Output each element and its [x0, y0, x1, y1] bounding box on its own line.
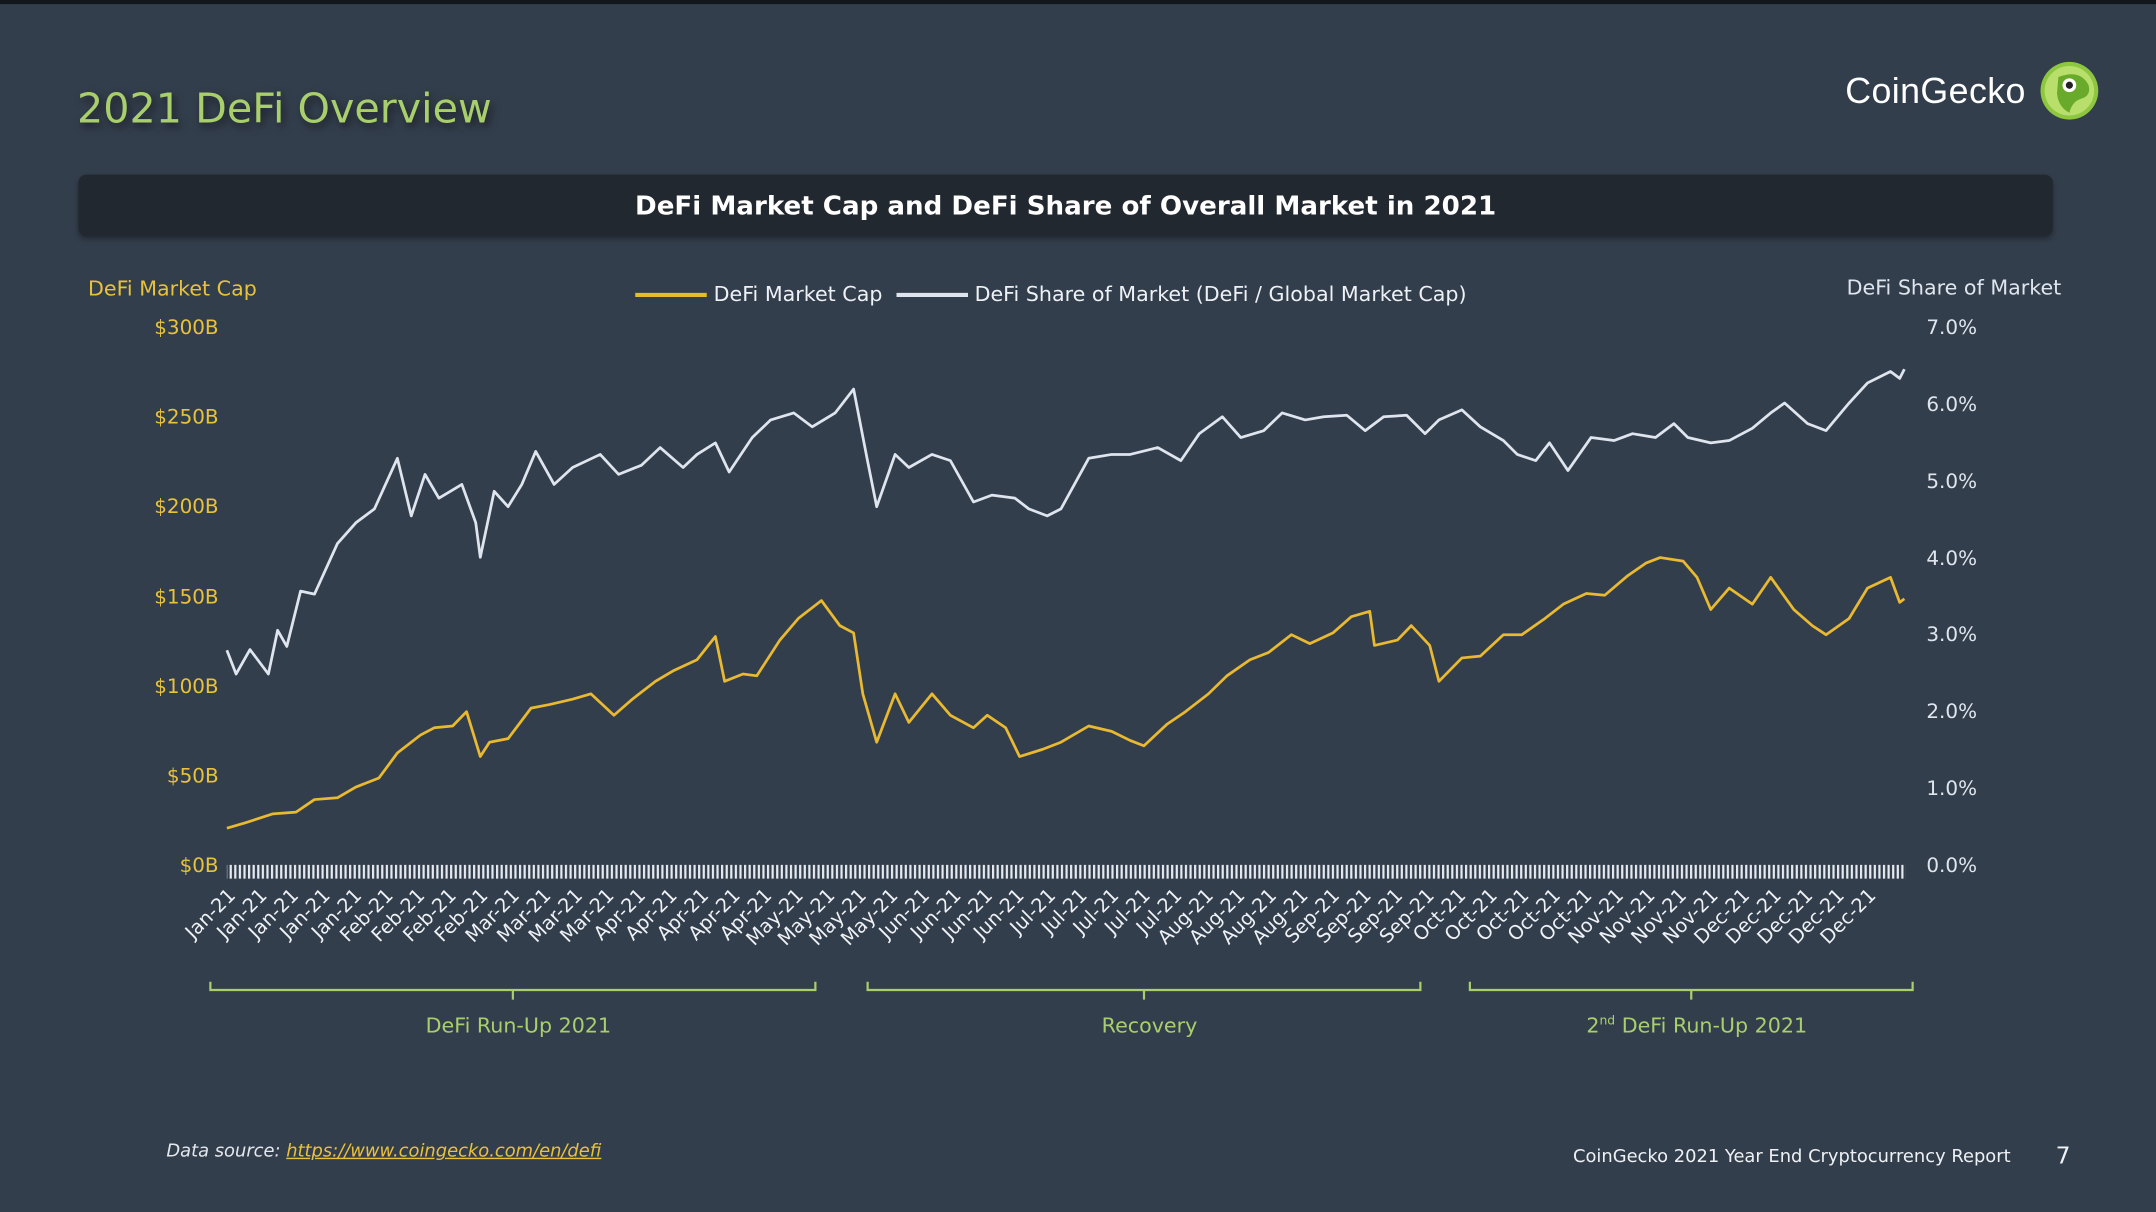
x-axis-daily-ticks [226, 864, 1906, 879]
y-tick-left: $100B [154, 676, 219, 699]
y-tick-right: 0.0% [1926, 855, 1978, 878]
y-tick-left: $250B [154, 407, 219, 430]
legend-swatch-market-cap [635, 292, 707, 297]
period-label-defi-run-up: DeFi Run-Up 2021 [425, 1013, 612, 1039]
page-number: 7 [2055, 1142, 2071, 1171]
period-rest: DeFi Run-Up 2021 [1615, 1013, 1808, 1039]
gecko-icon [2040, 61, 2099, 120]
period-bracket [209, 981, 817, 1000]
period-bracket [1468, 981, 1914, 1000]
legend: DeFi Market Cap DeFi Share of Market (De… [635, 282, 1480, 307]
y-tick-left: $300B [154, 317, 219, 340]
y-tick-right: 1.0% [1926, 778, 1978, 801]
y-tick-left: $50B [166, 765, 219, 788]
y-tick-right: 3.0% [1926, 624, 1978, 647]
data-source: Data source: https://www.coingecko.com/e… [166, 1141, 601, 1162]
footer-report-name: CoinGecko 2021 Year End Cryptocurrency R… [1573, 1146, 2011, 1168]
legend-label: DeFi Market Cap [713, 281, 883, 307]
left-axis-title: DeFi Market Cap [88, 276, 257, 302]
right-axis-title: DeFi Share of Market [1846, 275, 2062, 300]
chart-title-bar: DeFi Market Cap and DeFi Share of Overal… [78, 174, 2053, 237]
period-bracket [866, 981, 1422, 1000]
y-tick-right: 4.0% [1926, 548, 1978, 571]
top-border [0, 0, 2156, 5]
y-tick-right: 5.0% [1926, 471, 1978, 494]
coingecko-logo: CoinGecko [1845, 61, 2100, 122]
period-suffix: nd [1599, 1014, 1616, 1029]
source-link[interactable]: https://www.coingecko.com/en/defi [286, 1141, 602, 1162]
chart-title: DeFi Market Cap and DeFi Share of Overal… [635, 190, 1497, 221]
y-tick-left: $0B [179, 855, 219, 878]
y-tick-left: $150B [154, 586, 219, 609]
series-line-defi-market-cap [226, 556, 1906, 830]
legend-item-market-cap: DeFi Market Cap [635, 282, 882, 307]
y-tick-right: 2.0% [1926, 701, 1978, 724]
y-tick-left: $200B [154, 496, 219, 519]
page-title: 2021 DeFi Overview [77, 85, 492, 134]
legend-item-share: DeFi Share of Market (DeFi / Global Mark… [896, 281, 1467, 307]
period-number: 2 [1586, 1013, 1600, 1039]
series-line-defi-share [225, 368, 1906, 676]
period-label-recovery: Recovery [1101, 1013, 1198, 1039]
logo-text: CoinGecko [1845, 69, 2026, 111]
legend-swatch-share [896, 292, 968, 297]
period-label-second-run-up: 2nd DeFi Run-Up 2021 [1586, 1013, 1807, 1038]
y-tick-right: 6.0% [1926, 394, 1978, 417]
legend-label: DeFi Share of Market (DeFi / Global Mark… [974, 281, 1467, 307]
source-label: Data source: [166, 1141, 281, 1162]
y-tick-right: 7.0% [1926, 317, 1978, 340]
